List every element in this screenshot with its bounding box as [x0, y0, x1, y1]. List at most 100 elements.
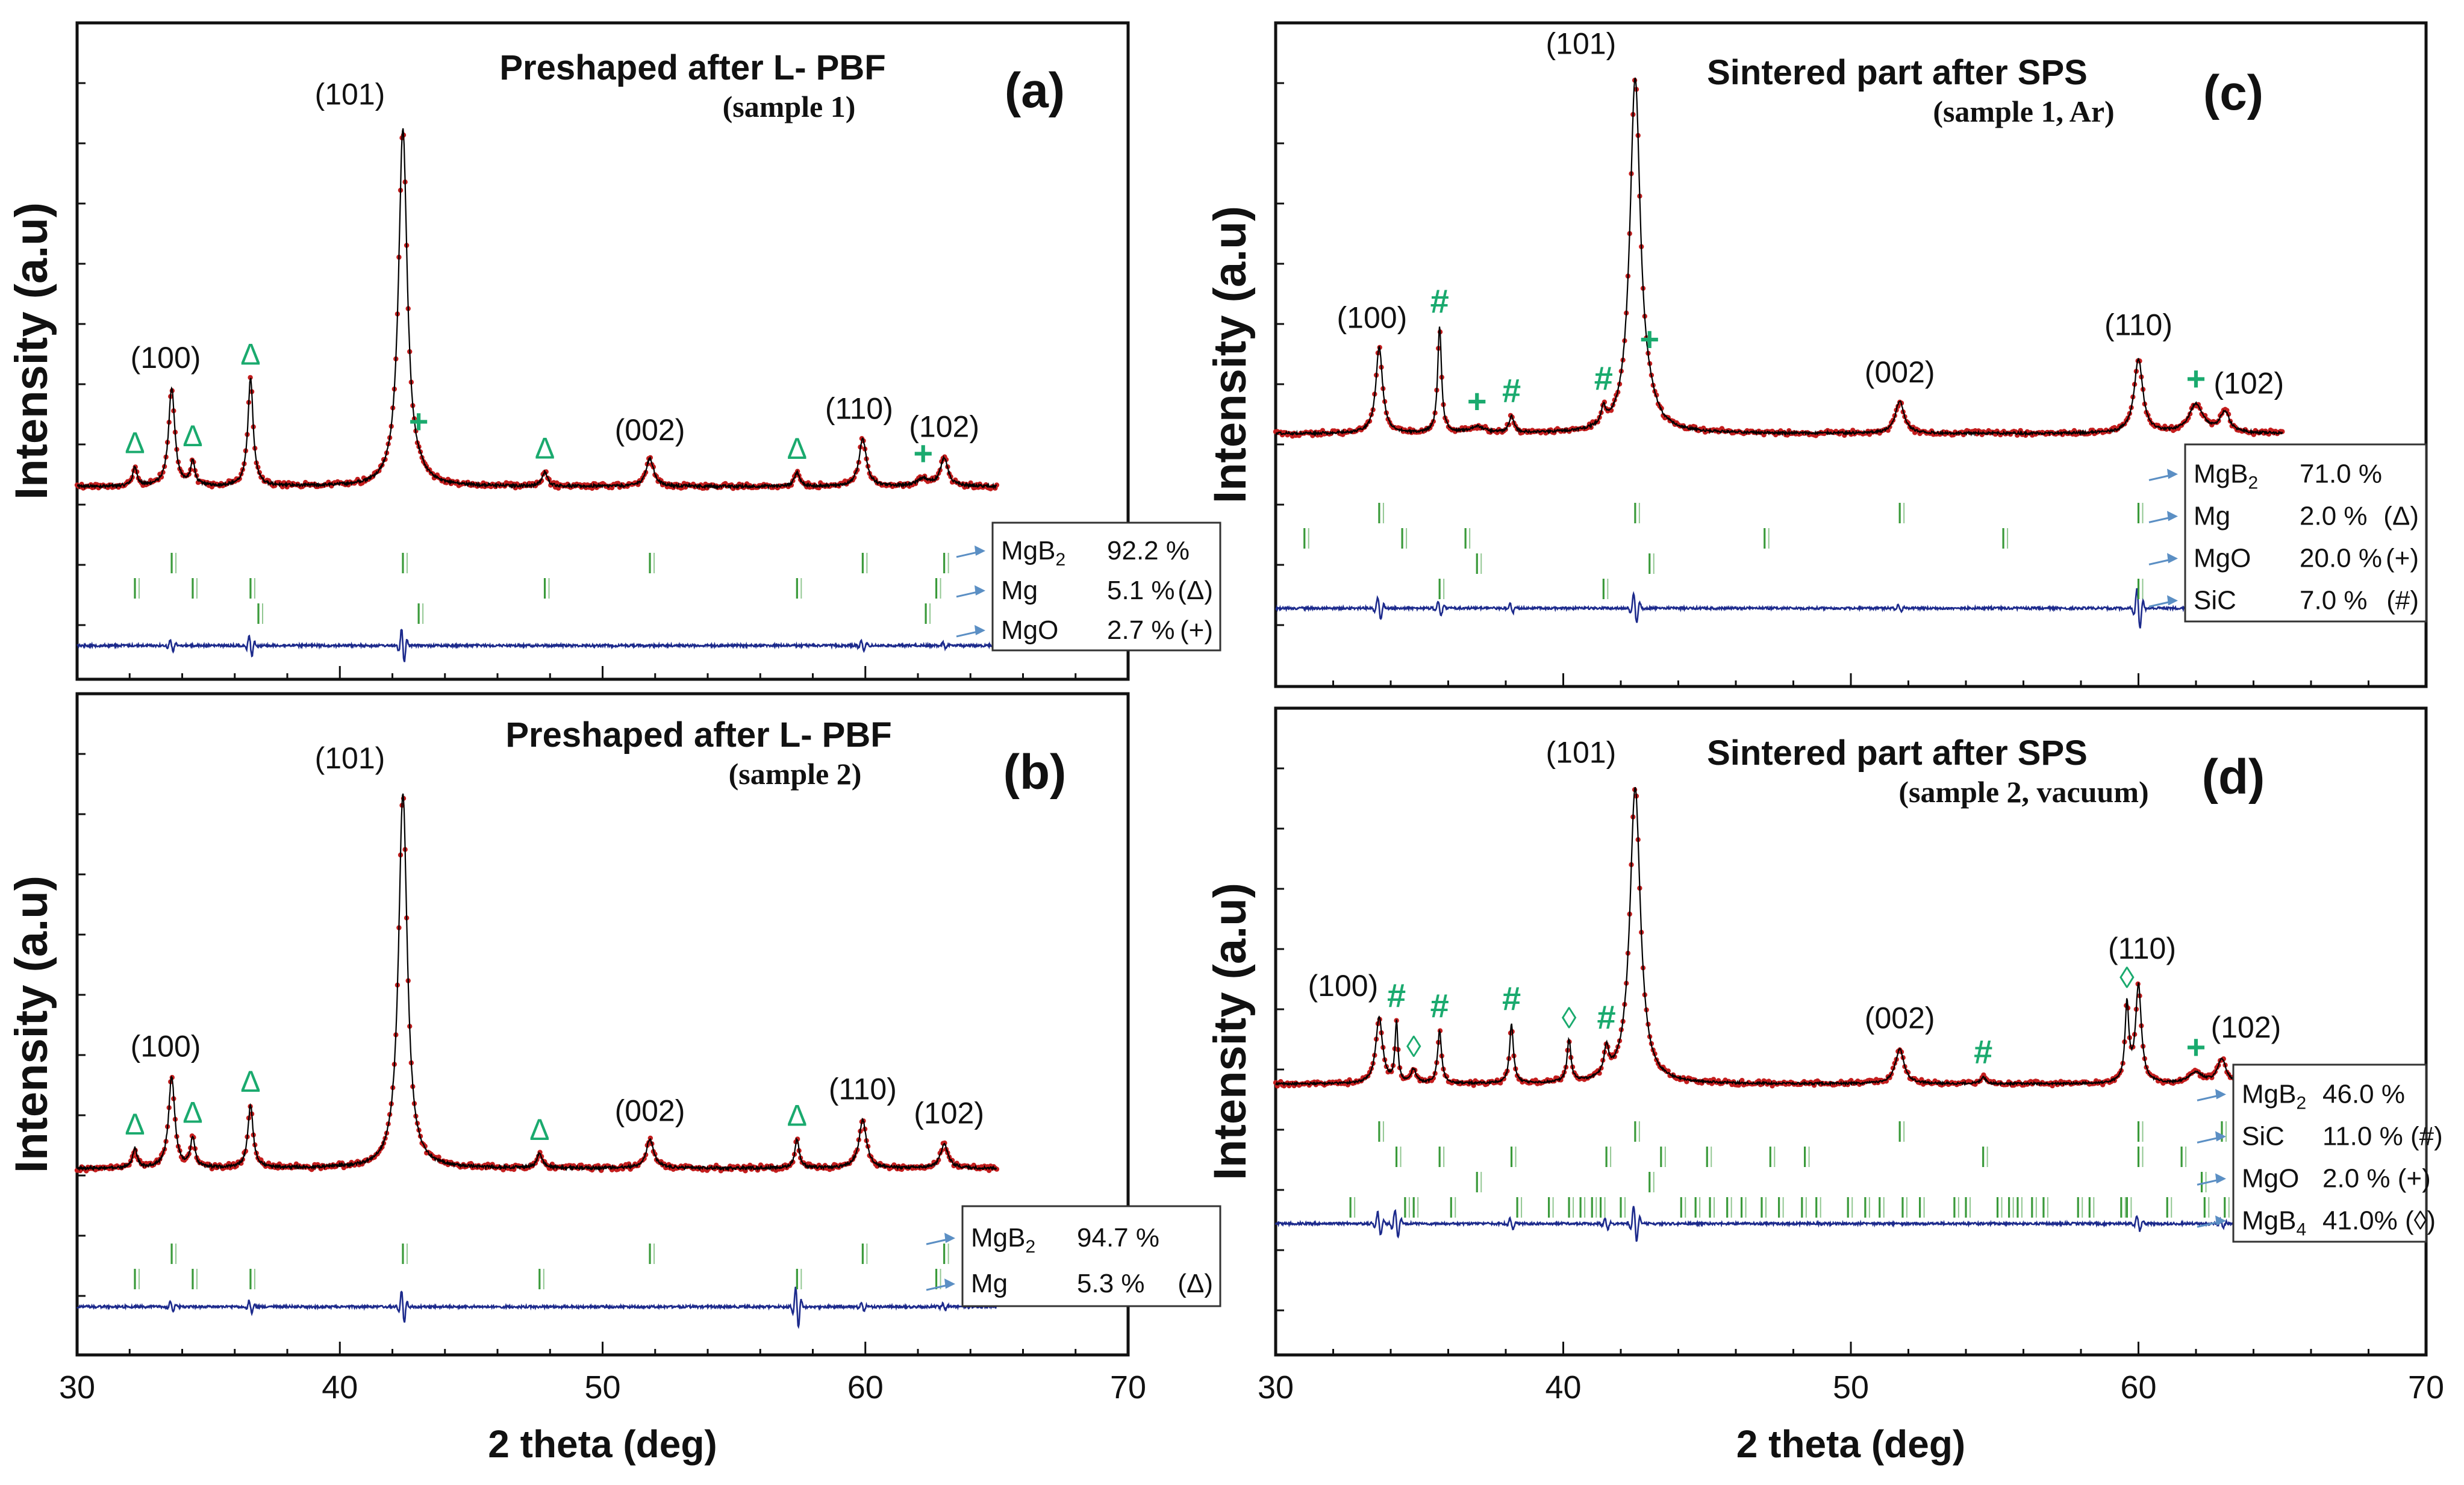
- x-tick-label: 40: [322, 1369, 358, 1406]
- panel-title: Preshaped after L- PBF: [505, 715, 891, 755]
- phase-marker: #: [1430, 282, 1449, 320]
- panel-subtitle: (sample 1, Ar): [1933, 95, 2114, 128]
- panel-title: Sintered part after SPS: [1707, 53, 2088, 92]
- phase-legend-percent: 71.0 %: [2300, 459, 2382, 488]
- difference-curve: [76, 1286, 997, 1330]
- x-tick-label: 30: [59, 1369, 95, 1406]
- panel-subtitle: (sample 2, vacuum): [1898, 775, 2148, 809]
- phase-legend-box: [991, 521, 1221, 652]
- phase-marker: Δ: [182, 419, 202, 453]
- panel-title: Preshaped after L- PBF: [499, 48, 885, 87]
- phase-marker: #: [1430, 986, 1449, 1024]
- phase-marker: Δ: [787, 432, 807, 465]
- observed-point: [248, 375, 253, 381]
- legend-arrow-head: [2167, 553, 2178, 564]
- phase-marker: Δ: [529, 1113, 549, 1147]
- phase-legend-name: MgO: [1001, 615, 1058, 645]
- y-axis-label: Intensity (a.u): [6, 876, 57, 1173]
- bragg-ticks-mgb2: [170, 1244, 949, 1264]
- x-tick-label: 40: [1545, 1369, 1581, 1406]
- peak-label-hkl: (002): [1865, 1001, 1935, 1035]
- peak-label-hkl: (110): [2104, 308, 2172, 341]
- phase-legend-symbol: (Δ): [2383, 501, 2419, 531]
- peak-label-hkl: (100): [1337, 300, 1408, 334]
- phase-legend-percent: 92.2 %: [1107, 536, 1190, 565]
- panel-title: Sintered part after SPS: [1707, 733, 2088, 773]
- bragg-ticks-mgo: [1476, 1172, 2207, 1192]
- phase-legend-name: MgO: [2194, 543, 2251, 573]
- peak-label-hkl: (002): [615, 1094, 685, 1128]
- phase-marker: Δ: [535, 432, 555, 465]
- bragg-ticks-sic: [1395, 1147, 2187, 1167]
- legend-arrow-head: [944, 1233, 955, 1244]
- panel-subtitle: (sample 1): [723, 90, 856, 123]
- x-tick-label: 50: [1833, 1369, 1869, 1406]
- x-axis-label: 2 theta (deg): [488, 1422, 717, 1466]
- peak-label-hkl: (100): [131, 1030, 201, 1063]
- observed-point: [1739, 1077, 1745, 1083]
- x-tick-label: 60: [847, 1369, 884, 1406]
- phase-marker: +: [1639, 320, 1659, 358]
- x-tick-label: 50: [584, 1369, 620, 1406]
- calculated-curve: [1275, 77, 2283, 437]
- panel-subtitle: (sample 2): [729, 757, 862, 791]
- phase-legend-percent: 41.0% (◊): [2322, 1206, 2436, 1235]
- phase-marker: ◊: [1562, 1001, 1577, 1035]
- bragg-ticks-mg: [134, 578, 941, 599]
- peak-label-hkl: (102): [2213, 367, 2284, 400]
- phase-legend-percent: 2.0 %: [2300, 501, 2368, 531]
- peak-label-hkl: (102): [909, 409, 979, 443]
- legend-arrow-head: [2167, 511, 2178, 521]
- phase-marker: #: [1502, 372, 1521, 409]
- phase-legend-percent: 20.0 %: [2300, 543, 2382, 573]
- panel-a: (100) (101) (002) (110) (102) Δ Δ Δ Δ Δ + + Preshape…: [6, 21, 1221, 681]
- phase-legend-name: Mg: [971, 1269, 1008, 1298]
- bragg-ticks-mgo: [1476, 553, 2207, 574]
- peak-label-hkl: (100): [131, 341, 201, 375]
- panel-label: (a): [1005, 63, 1065, 118]
- peak-label-hkl: (100): [1308, 969, 1379, 1003]
- x-tick-label: 70: [2408, 1369, 2444, 1406]
- panel-c: (100) (101) (002) (110) (102) # # # + + + Sintered …: [1205, 21, 2428, 688]
- legend-arrow-head: [2215, 1089, 2226, 1100]
- phase-legend-name: SiC: [2194, 585, 2236, 615]
- plot-frame: [75, 21, 1130, 681]
- bragg-ticks-mgb4: [1349, 1197, 2276, 1218]
- phase-legend-percent: 46.0 %: [2322, 1079, 2405, 1109]
- phase-legend-name: SiC: [2242, 1121, 2285, 1151]
- peak-label-hkl: (110): [2108, 932, 2176, 965]
- peak-label-hkl: (101): [315, 741, 385, 775]
- phase-legend-symbol: (Δ): [1177, 576, 1213, 605]
- phase-marker: +: [409, 402, 429, 440]
- observed-point: [126, 1162, 132, 1168]
- legend-arrow-head: [975, 545, 985, 556]
- phase-marker: Δ: [125, 426, 145, 460]
- peak-label-hkl: (101): [315, 77, 385, 111]
- y-axis-label: Intensity (a.u): [1205, 206, 1256, 503]
- x-axis-label: 2 theta (deg): [1736, 1422, 1965, 1466]
- phase-legend-name: MgB2: [1001, 536, 1065, 570]
- phase-legend-percent: 5.1 %: [1107, 576, 1175, 605]
- bragg-ticks-sic: [1438, 579, 2144, 599]
- panel-label: (b): [1003, 745, 1067, 800]
- phase-legend-name: MgB2: [2194, 459, 2258, 493]
- phase-marker: #: [1594, 359, 1613, 397]
- phase-legend-name: Mg: [2194, 501, 2230, 531]
- phase-marker: Δ: [182, 1096, 202, 1130]
- phase-legend-symbol: (#): [2386, 585, 2419, 615]
- difference-curve: [1274, 588, 2283, 629]
- phase-marker: #: [1502, 980, 1521, 1018]
- phase-legend-name: Mg: [1001, 576, 1038, 605]
- phase-marker: ◊: [1406, 1030, 1421, 1063]
- phase-legend-percent: 94.7 %: [1077, 1223, 1159, 1253]
- phase-marker: +: [913, 434, 933, 472]
- peak-label-hkl: (002): [615, 413, 685, 447]
- phase-legend-name: MgB2: [971, 1223, 1035, 1257]
- x-tick-label: 60: [2120, 1369, 2156, 1406]
- phase-legend-percent: 11.0 % (#): [2322, 1121, 2443, 1151]
- bragg-ticks-mgb2: [170, 553, 949, 573]
- phase-marker: Δ: [240, 1065, 260, 1098]
- phase-marker: #: [1974, 1033, 1992, 1071]
- bragg-ticks-mg: [134, 1269, 941, 1289]
